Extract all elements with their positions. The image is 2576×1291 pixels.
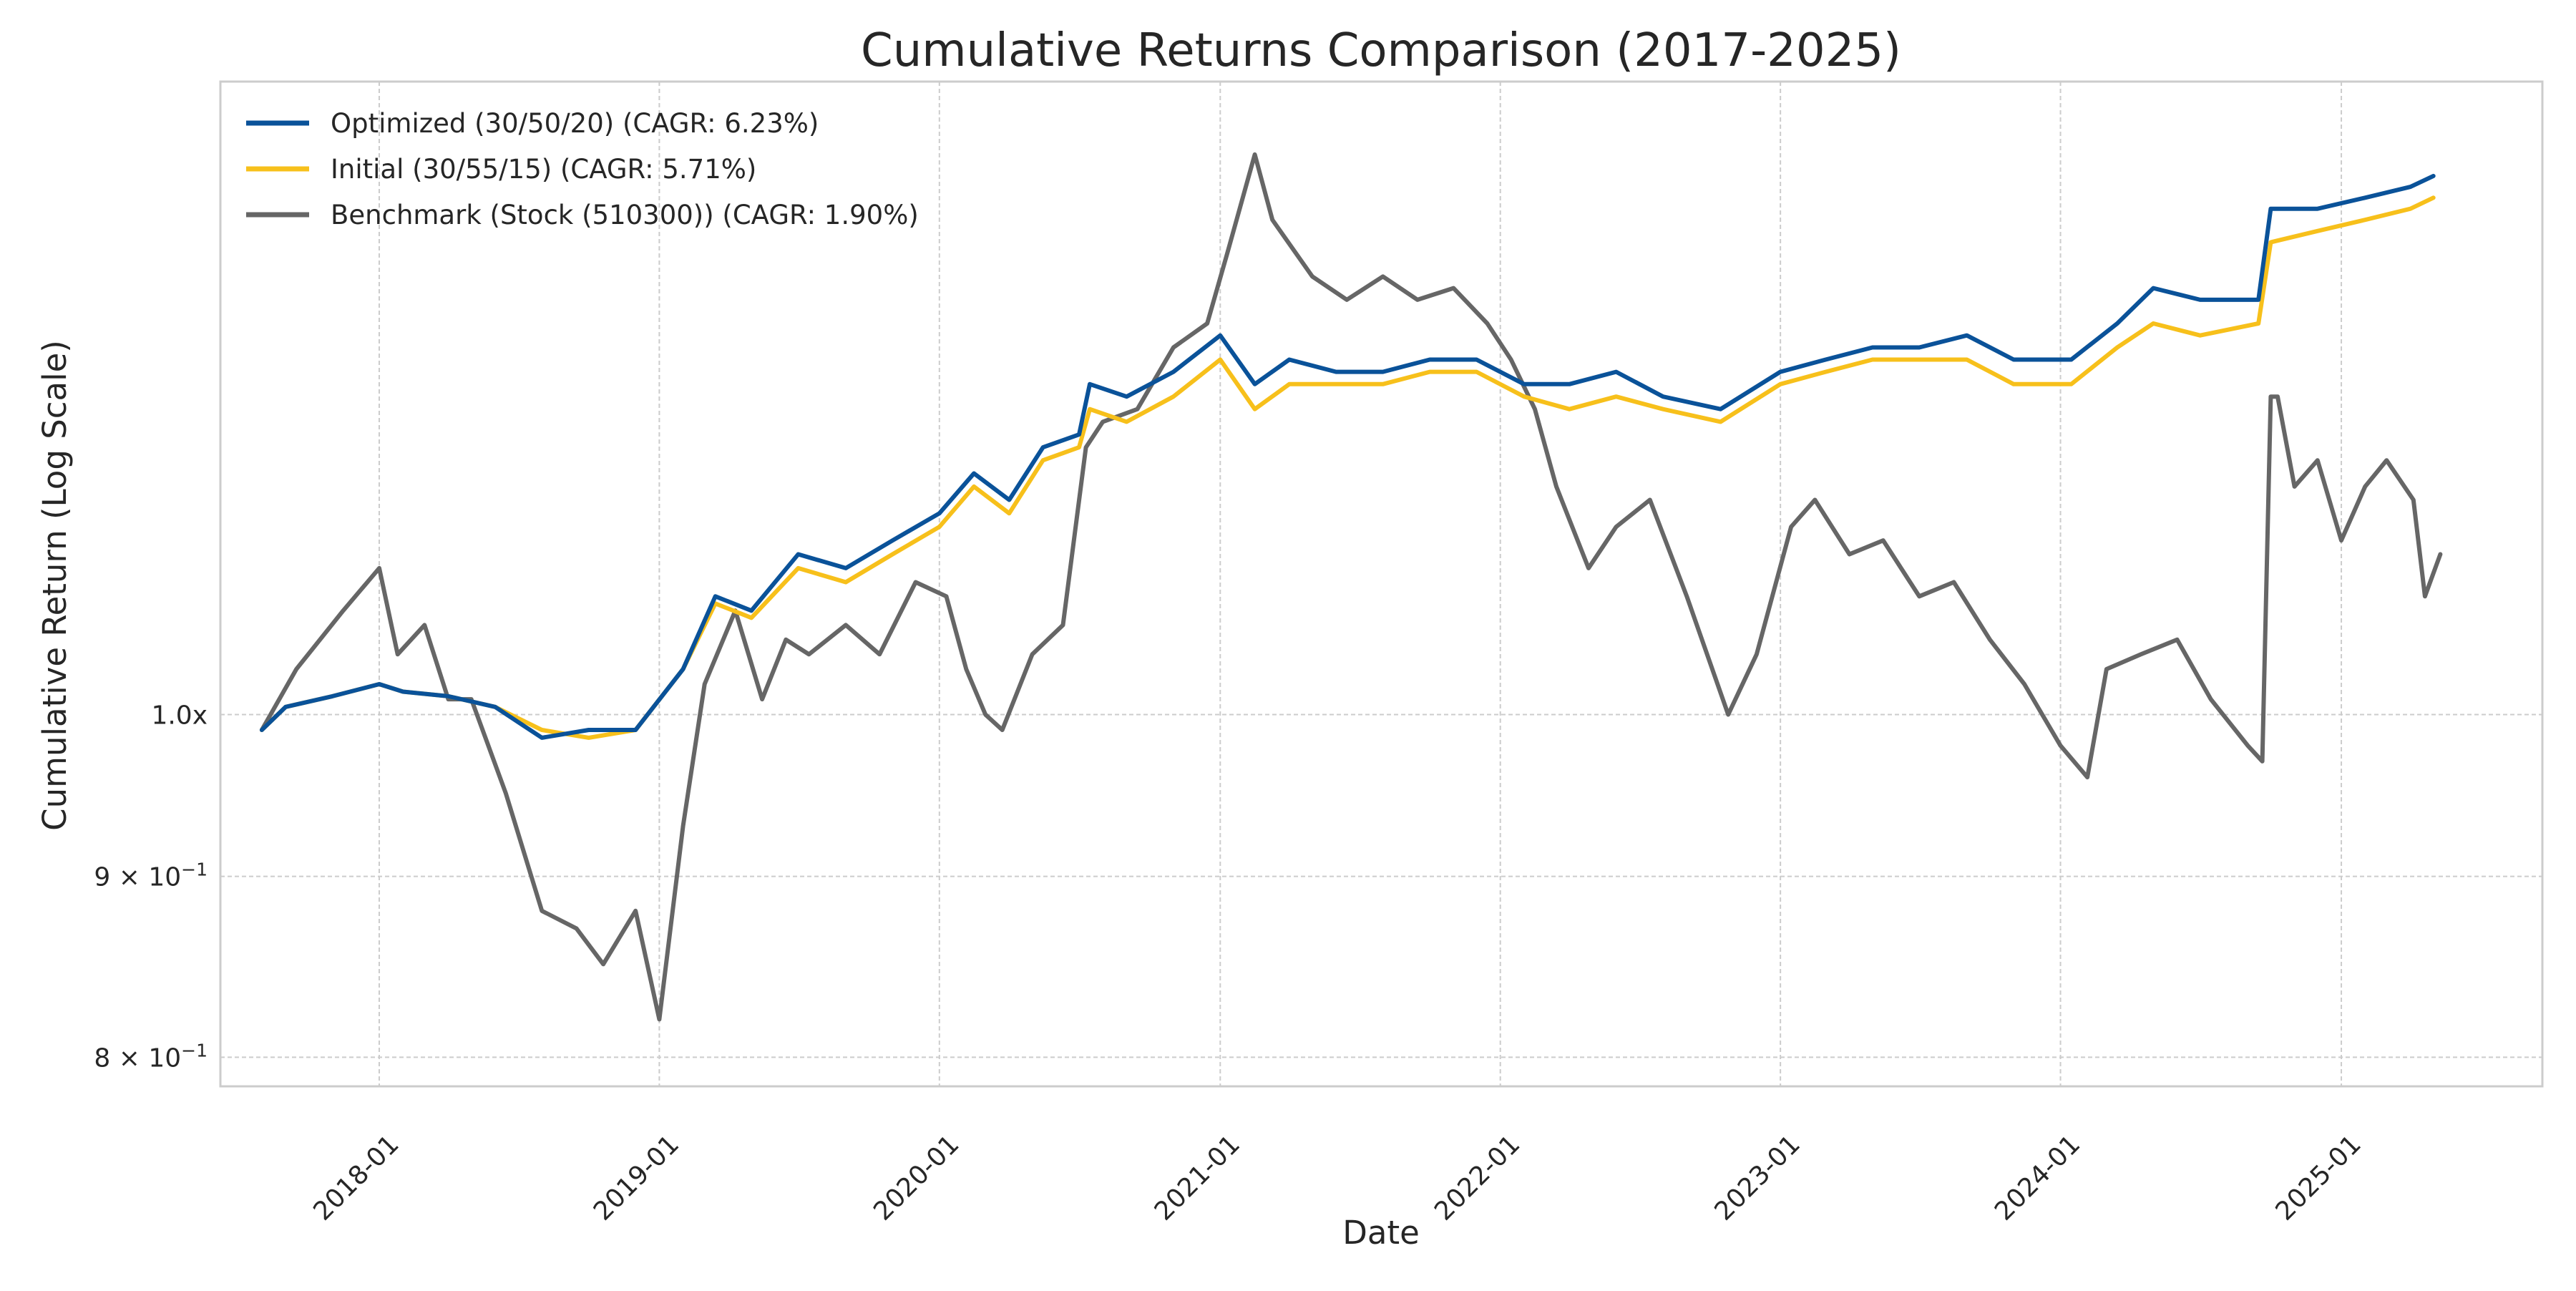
y-axis-title: Cumulative Return (Log Scale) [36,340,74,831]
y-tick-label: 1.0x [151,701,208,730]
legend: Optimized (30/50/20) (CAGR: 6.23%) Initia… [246,108,919,230]
series-line-0 [259,173,2436,740]
legend-label: Benchmark (Stock (510300)) (CAGR: 1.90%) [331,200,919,230]
x-axis-title: Date [1342,1214,1420,1252]
legend-label: Optimized (30/50/20) (CAGR: 6.23%) [331,108,819,139]
grid-layer [220,82,2542,1086]
series-line-2 [259,152,2443,1022]
chart-title: Cumulative Returns Comparison (2017-2025… [861,24,1901,77]
series-line-1 [259,195,2436,740]
series-layer [259,152,2443,1022]
y-tick-exponent: −1 [181,859,208,880]
y-tick-exponent: −1 [181,1040,208,1061]
legend-label: Initial (30/55/15) (CAGR: 5.71%) [331,154,756,185]
plot-frame [219,80,2544,1088]
